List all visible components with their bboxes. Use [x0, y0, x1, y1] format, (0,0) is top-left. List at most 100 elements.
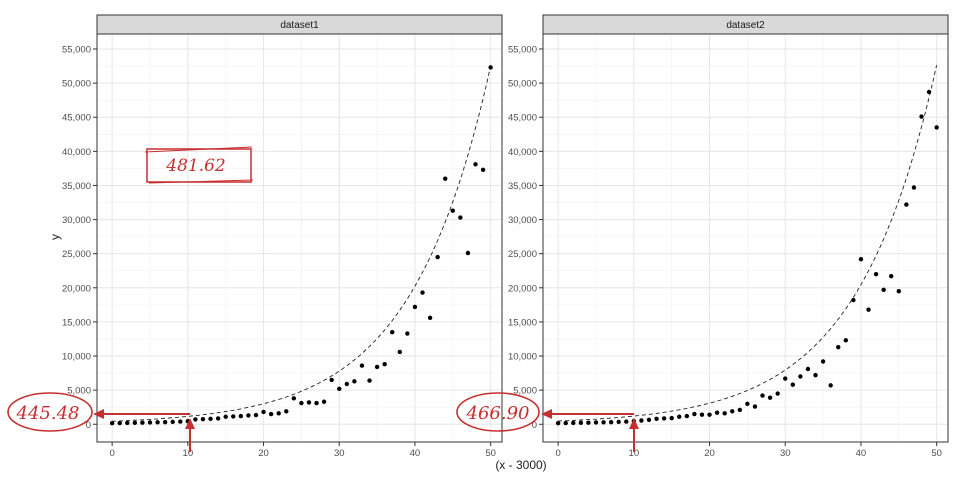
right-intercept-annotation: 466.90	[456, 392, 639, 452]
y-tick-label: 55,000	[508, 45, 537, 56]
y-tick-label: 50,000	[62, 79, 91, 90]
fit-curve	[558, 65, 938, 422]
data-point	[314, 400, 319, 406]
data-point	[178, 419, 183, 424]
y-tick-label: 25,000	[62, 249, 91, 260]
left-intercept-annotation: 445.48	[7, 392, 195, 452]
y-tick-label: 30,000	[62, 215, 91, 226]
data-point	[783, 376, 788, 381]
left-horizontal-arrowhead	[93, 409, 104, 419]
y-axis: 0 5,000 10,000 15,000 20,000 25,000 30,000 35,0…	[508, 45, 543, 431]
data-point	[465, 250, 471, 256]
data-point	[911, 185, 917, 190]
data-point	[215, 416, 221, 421]
y-tick-label: 10,000	[508, 352, 537, 363]
data-point	[866, 307, 871, 312]
data-point	[805, 366, 811, 372]
x-tick-label: 20	[704, 448, 715, 459]
strip-label: dataset2	[726, 20, 765, 31]
data-point	[616, 419, 621, 425]
data-point	[284, 409, 289, 414]
panel-1: dataset1 0 10 20 30 40 50 0 5,000 10,000 15,000 20,…	[62, 14, 503, 459]
data-point	[820, 359, 826, 364]
data-point	[140, 420, 145, 425]
data-point	[745, 401, 750, 406]
data-point	[443, 176, 448, 181]
data-point	[337, 386, 342, 391]
data-point	[374, 364, 380, 370]
x-axis-title: (x - 3000)	[495, 458, 546, 472]
x-tick-label: 40	[410, 448, 421, 459]
data-point	[836, 344, 841, 350]
right-intercept-label: 466.90	[466, 403, 530, 424]
data-point	[193, 417, 198, 422]
strip-label: dataset1	[280, 20, 319, 31]
data-point	[344, 381, 350, 387]
annotation-box-sketch	[144, 146, 254, 184]
data-point	[752, 404, 758, 409]
x-tick-label: 50	[931, 448, 942, 459]
y-tick-label: 5,000	[67, 386, 91, 397]
data-point	[435, 254, 440, 260]
y-tick-label: 35,000	[62, 181, 91, 192]
data-point	[420, 290, 425, 295]
data-point	[132, 420, 138, 426]
data-point	[692, 411, 697, 417]
data-point	[654, 416, 659, 422]
data-point	[359, 363, 365, 368]
plot-background	[97, 34, 502, 442]
data-point	[200, 416, 206, 422]
panel-2: dataset2 0 10 20 30 40 50 0 5,000 10,000 15,000 20,…	[508, 14, 949, 459]
y-tick-label: 10,000	[62, 352, 91, 363]
x-tick-label: 20	[258, 448, 269, 459]
data-point	[321, 399, 327, 404]
data-point	[586, 420, 591, 425]
y-tick-label: 15,000	[62, 317, 91, 328]
data-point	[427, 315, 433, 321]
data-point	[934, 125, 939, 130]
data-point	[730, 409, 735, 414]
data-point	[684, 413, 690, 419]
panels-layer: dataset1 0 10 20 30 40 50 0 5,000 10,000 15,000 20,…	[62, 14, 949, 459]
y-tick-label: 40,000	[508, 147, 537, 158]
y-tick-label: 25,000	[508, 249, 537, 260]
data-point	[919, 114, 924, 119]
data-point	[624, 419, 629, 424]
annotation-layer: 481.62 445.48 466.90	[7, 146, 639, 452]
data-point	[767, 395, 773, 400]
panel-border	[96, 33, 503, 443]
data-point	[881, 287, 886, 293]
data-point	[291, 396, 297, 401]
y-tick-label: 40,000	[62, 147, 91, 158]
data-point	[488, 65, 493, 70]
data-point	[231, 414, 236, 419]
y-tick-label: 20,000	[508, 283, 537, 294]
data-point	[208, 416, 213, 422]
y-tick-label: 45,000	[62, 113, 91, 124]
data-point	[790, 382, 796, 387]
data-point	[593, 420, 599, 425]
y-axis: 0 5,000 10,000 15,000 20,000 25,000 30,000 35,0…	[62, 45, 97, 431]
data-point	[329, 377, 334, 383]
data-point	[661, 416, 667, 421]
data-point	[563, 420, 568, 426]
data-point	[873, 271, 879, 277]
data-point	[677, 414, 682, 419]
data-point	[926, 89, 932, 95]
data-point	[299, 400, 304, 406]
y-tick-label: 20,000	[62, 283, 91, 294]
data-point	[117, 420, 122, 426]
x-tick-label: 50	[485, 448, 496, 459]
right-horizontal-arrowhead	[541, 409, 552, 419]
data-point	[571, 420, 576, 426]
data-point	[578, 420, 584, 426]
x-tick-label: 10	[629, 448, 640, 459]
data-point	[170, 419, 175, 425]
data-point	[775, 391, 780, 396]
y-tick-label: 55,000	[62, 45, 91, 56]
data-point	[722, 411, 727, 416]
data-point	[714, 410, 720, 415]
data-point	[147, 420, 153, 425]
gridlines	[543, 34, 948, 442]
